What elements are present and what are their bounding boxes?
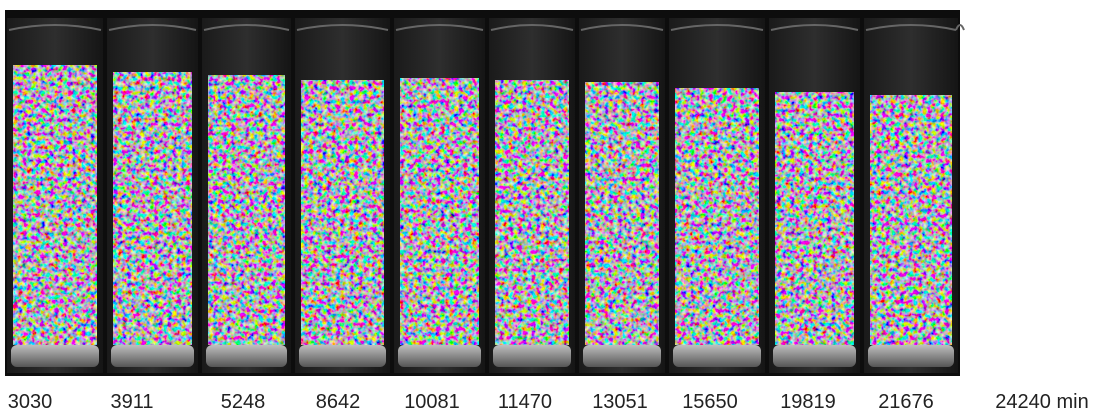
vial-rim (203, 24, 290, 31)
vial-base (11, 345, 99, 367)
vial-rim (490, 24, 574, 31)
vial-rim (670, 24, 764, 31)
vial-base (673, 345, 761, 367)
vial-base (111, 345, 194, 367)
vial-rim (770, 24, 859, 31)
time-label: 8642 (316, 391, 361, 413)
time-label: 10081 (404, 391, 460, 413)
time-label: 19819 (780, 391, 836, 413)
vial-base (773, 345, 856, 367)
vial-base (493, 345, 571, 367)
time-label: 3911 (110, 391, 153, 413)
vial-contents (870, 95, 952, 345)
vial-rim (395, 24, 484, 31)
vial-contents (675, 88, 759, 345)
vial-rim (296, 24, 389, 31)
time-label: 24240 min (995, 391, 1088, 413)
time-label: 13051 (592, 391, 648, 413)
vial-base (583, 345, 661, 367)
vial-base (299, 345, 386, 367)
vial-contents (208, 75, 285, 345)
vial-contents (775, 92, 854, 345)
vial-base (868, 345, 954, 367)
vial-contents (113, 72, 192, 345)
time-label: 21676 (878, 391, 934, 413)
time-label: 3030 (8, 391, 53, 413)
time-label: 5248 (221, 391, 266, 413)
vial-contents (13, 65, 97, 345)
vial-rim (580, 24, 664, 31)
time-label: 11470 (498, 391, 552, 413)
vial-rim (865, 24, 957, 31)
vial-rim (955, 24, 965, 31)
vial-contents (495, 80, 569, 345)
vial-rim (8, 24, 102, 31)
vial-rim (108, 24, 197, 31)
vial-contents (400, 78, 479, 345)
vial-base (206, 345, 287, 367)
time-label: 15650 (682, 391, 738, 413)
vial-contents (585, 82, 659, 345)
vial-contents (301, 80, 384, 345)
vial-base (398, 345, 481, 367)
